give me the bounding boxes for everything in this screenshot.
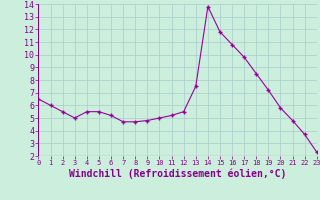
X-axis label: Windchill (Refroidissement éolien,°C): Windchill (Refroidissement éolien,°C) [69, 169, 286, 179]
